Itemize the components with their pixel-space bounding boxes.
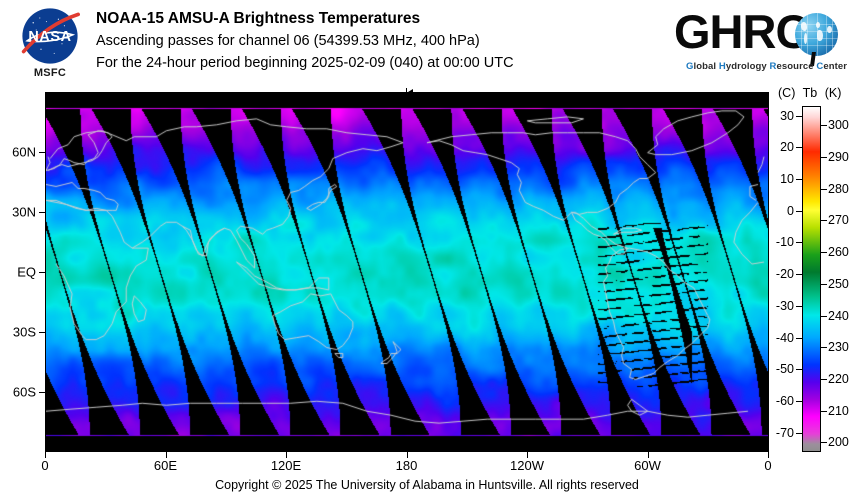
x-axis-label: 0 bbox=[41, 458, 49, 473]
colorbar-tick-celsius bbox=[796, 179, 802, 180]
ghrc-tagline-part: esource bbox=[776, 61, 817, 72]
colorbar-variable: Tb bbox=[802, 86, 818, 100]
x-axis-tick bbox=[527, 452, 528, 458]
colorbar-label-celsius: 30 bbox=[780, 108, 794, 123]
page-title: NOAA-15 AMSU-A Brightness Temperatures bbox=[96, 10, 421, 27]
colorbar-label-kelvin: 210 bbox=[828, 403, 849, 418]
x-axis-label: 180 bbox=[395, 458, 418, 473]
ghrc-wordmark: GHRC bbox=[674, 5, 809, 58]
y-axis-label: EQ bbox=[17, 264, 36, 280]
colorbar-tick-celsius bbox=[796, 115, 802, 117]
colorbar-label-celsius: 20 bbox=[780, 140, 794, 155]
y-axis-tick bbox=[39, 332, 45, 333]
y-axis-tick bbox=[39, 152, 45, 153]
colorbar-tick-kelvin bbox=[821, 156, 827, 158]
subtitle-channel: Ascending passes for channel 06 (54399.5… bbox=[96, 33, 480, 49]
ghrc-tagline-part: lobal bbox=[693, 61, 719, 72]
colorbar-tick-celsius bbox=[796, 369, 802, 371]
colorbar-label-celsius: -40 bbox=[775, 330, 794, 345]
colorbar-unit-kelvin: (K) bbox=[824, 86, 842, 100]
ghrc-tagline-part: enter bbox=[823, 61, 848, 72]
colorbar-tick-kelvin bbox=[821, 220, 827, 222]
colorbar-label-celsius: -20 bbox=[775, 267, 794, 282]
colorbar-label-kelvin: 230 bbox=[828, 340, 849, 355]
colorbar-tick-kelvin bbox=[821, 188, 827, 190]
colorbar-tick-kelvin bbox=[821, 410, 827, 412]
nasa-center-label: MSFC bbox=[33, 67, 67, 79]
colorbar-tick-kelvin bbox=[821, 283, 827, 285]
colorbar-tick-celsius bbox=[796, 147, 802, 149]
x-axis-tick bbox=[647, 452, 649, 458]
y-axis-label: 60N bbox=[12, 144, 36, 160]
ghrc-tagline-part: ydrology bbox=[725, 61, 770, 72]
colorbar-tick-celsius bbox=[796, 210, 802, 212]
colorbar-header: (C) Tb (K) bbox=[778, 86, 854, 100]
y-axis-tick bbox=[39, 392, 45, 393]
page-header: NASA MSFC NOAA-15 AMSU-A Brightness Temp… bbox=[0, 0, 854, 88]
colorbar-label-kelvin: 200 bbox=[828, 435, 849, 450]
colorbar-label-kelvin: 240 bbox=[828, 308, 849, 323]
y-axis-tick bbox=[39, 272, 45, 273]
x-axis-label: 120W bbox=[510, 458, 544, 473]
x-axis-tick bbox=[406, 452, 408, 458]
y-axis-label: 60S bbox=[12, 384, 36, 400]
colorbar-tick-celsius bbox=[796, 337, 802, 339]
x-axis-tick bbox=[45, 452, 46, 458]
colorbar-tick-kelvin bbox=[821, 378, 827, 380]
x-axis-tick bbox=[768, 452, 769, 458]
colorbar-unit-celsius: (C) bbox=[778, 86, 796, 100]
colorbar-label-celsius: 10 bbox=[780, 172, 794, 186]
ghrc-logo: GHRC Global Hydrology Resource Center bbox=[674, 5, 847, 80]
globe-icon bbox=[795, 13, 838, 56]
subtitle-period: For the 24-hour period beginning 2025-02… bbox=[96, 55, 514, 71]
colorbar-tick-kelvin bbox=[821, 442, 827, 444]
colorbar-label-celsius: -70 bbox=[775, 425, 794, 440]
colorbar-tick-kelvin bbox=[821, 315, 827, 317]
colorbar-label-kelvin: 280 bbox=[828, 181, 849, 196]
colorbar-tick-kelvin bbox=[821, 125, 827, 127]
colorbar-label-kelvin: 220 bbox=[828, 371, 849, 386]
colorbar-label-kelvin: 290 bbox=[828, 149, 849, 164]
colorbar-tick-kelvin bbox=[821, 347, 827, 349]
ghrc-tagline-part: C bbox=[816, 61, 824, 72]
y-axis-tick bbox=[39, 212, 45, 213]
colorbar-tick-kelvin bbox=[821, 252, 827, 254]
colorbar-tick-celsius bbox=[796, 401, 802, 403]
footer-copyright: Copyright © 2025 The University of Alaba… bbox=[215, 478, 639, 492]
colorbar-label-celsius: -10 bbox=[775, 235, 794, 250]
title-block: NOAA-15 AMSU-A Brightness Temperatures A… bbox=[96, 8, 666, 74]
colorbar-label-celsius: -60 bbox=[775, 394, 794, 409]
prime-meridian-marker-icon bbox=[406, 88, 430, 98]
colorbar-tick-celsius bbox=[796, 274, 802, 276]
x-axis-label: 60W bbox=[634, 458, 661, 473]
colorbar-label-kelvin: 260 bbox=[828, 245, 849, 260]
colorbar-label-celsius: -30 bbox=[775, 298, 794, 313]
x-axis-label: 60E bbox=[153, 458, 178, 473]
ghrc-tagline: Global Hydrology Resource Center bbox=[686, 61, 847, 72]
nasa-logo: NASA MSFC bbox=[14, 6, 86, 84]
ghrc-tagline-part: G bbox=[686, 61, 694, 72]
y-axis-label: 30S bbox=[12, 324, 36, 340]
colorbar-label-kelvin: 250 bbox=[828, 276, 849, 291]
colorbar-label-kelvin: 300 bbox=[828, 118, 849, 133]
nasa-meatball-icon: NASA bbox=[20, 6, 80, 66]
svg-text:NASA: NASA bbox=[28, 29, 71, 45]
colorbar-label-celsius: -50 bbox=[775, 362, 794, 377]
ghrc-tagline-part: H bbox=[718, 61, 726, 72]
colorbar-gradient bbox=[802, 106, 821, 452]
map-raster bbox=[46, 93, 768, 451]
x-axis-tick bbox=[165, 452, 167, 458]
ghrc-tagline-part: R bbox=[769, 61, 777, 72]
x-axis-tick bbox=[286, 452, 287, 458]
colorbar-tick-celsius bbox=[796, 242, 802, 244]
colorbar-tick-celsius bbox=[796, 432, 802, 434]
colorbar-label-kelvin: 270 bbox=[828, 213, 849, 228]
colorbar-label-celsius: 0 bbox=[787, 203, 794, 218]
x-axis-label: 0 bbox=[764, 458, 772, 473]
colorbar-tick-celsius bbox=[796, 305, 802, 307]
brightness-temperature-map bbox=[45, 92, 769, 452]
x-axis-label: 120E bbox=[270, 458, 302, 473]
y-axis-label: 30N bbox=[12, 204, 36, 220]
